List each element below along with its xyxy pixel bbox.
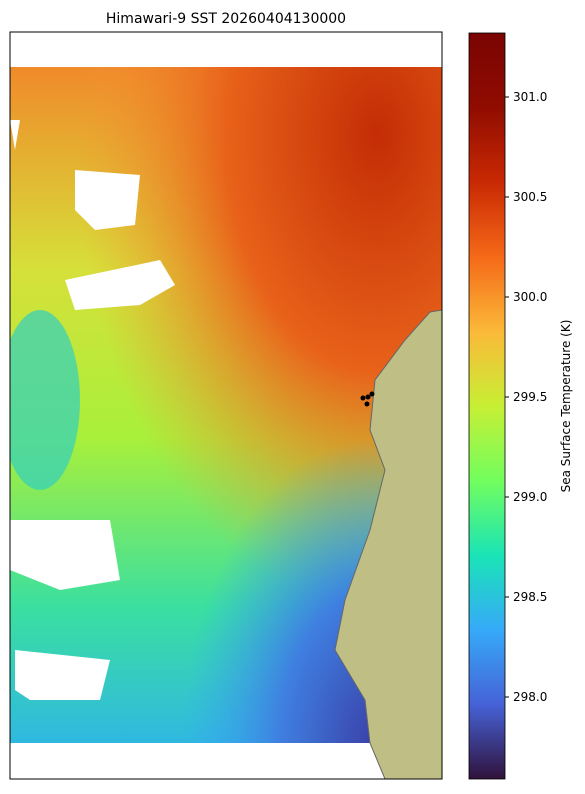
title: Himawari-9 SST 20260404130000 bbox=[106, 11, 346, 27]
map bbox=[10, 67, 442, 743]
land bbox=[334, 309, 443, 780]
tick-label: 300.0 bbox=[513, 290, 547, 304]
tick-label: 298.5 bbox=[513, 590, 547, 604]
station-markers bbox=[360, 391, 375, 407]
colorbar-ticks: 298.0 298.5 299.0 299.5 300.0 300.5 301.0 bbox=[505, 90, 547, 704]
map-frame bbox=[9, 31, 443, 780]
tick-label: 299.0 bbox=[513, 490, 547, 504]
tick-label: 300.5 bbox=[513, 190, 547, 204]
tick-label: 298.0 bbox=[513, 690, 547, 704]
colorbar-label: Sea Surface Temperature (K) bbox=[559, 320, 573, 493]
colorbar bbox=[468, 32, 506, 780]
tick-label: 301.0 bbox=[513, 90, 547, 104]
tick-label: 299.5 bbox=[513, 390, 547, 404]
